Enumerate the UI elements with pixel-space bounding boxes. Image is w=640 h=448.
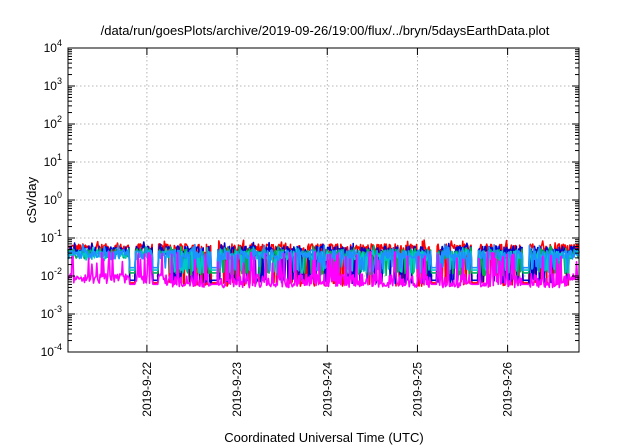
y-tick-label: 101	[44, 152, 62, 169]
series-line	[67, 243, 580, 272]
series-line	[67, 251, 580, 289]
y-tick-label: 10-3	[41, 304, 62, 321]
y-tick-label: 10-2	[41, 266, 62, 283]
y-tick-label: 10-1	[41, 228, 62, 245]
x-tick-label: 2019-9-23	[230, 362, 244, 417]
y-tick-label: 100	[44, 190, 62, 207]
y-axis-label: cSv/day	[24, 176, 39, 223]
y-tick-label: 103	[44, 76, 62, 93]
x-tick-label: 2019-9-25	[410, 362, 424, 417]
y-tick-label: 102	[44, 114, 62, 131]
x-tick-labels: 2019-9-22 2019-9-23 2019-9-24 2019-9-25 2019…	[140, 362, 515, 417]
x-tick-label: 2019-9-26	[501, 362, 515, 417]
plot-frame	[67, 47, 580, 353]
series-layer	[67, 239, 580, 289]
y-tick-label: 104	[44, 38, 62, 55]
grid-layer	[68, 48, 579, 352]
x-tick-label: 2019-9-22	[140, 362, 154, 417]
x-tick-label: 2019-9-24	[320, 362, 334, 417]
y-tick-label: 10-4	[41, 342, 62, 359]
y-tick-labels: 10-4 10-3 10-2 10-1 100 101 102 103 104	[41, 38, 62, 359]
chart-title: /data/run/goesPlots/archive/2019-09-26/1…	[101, 23, 550, 38]
x-axis-label: Coordinated Universal Time (UTC)	[224, 430, 423, 445]
